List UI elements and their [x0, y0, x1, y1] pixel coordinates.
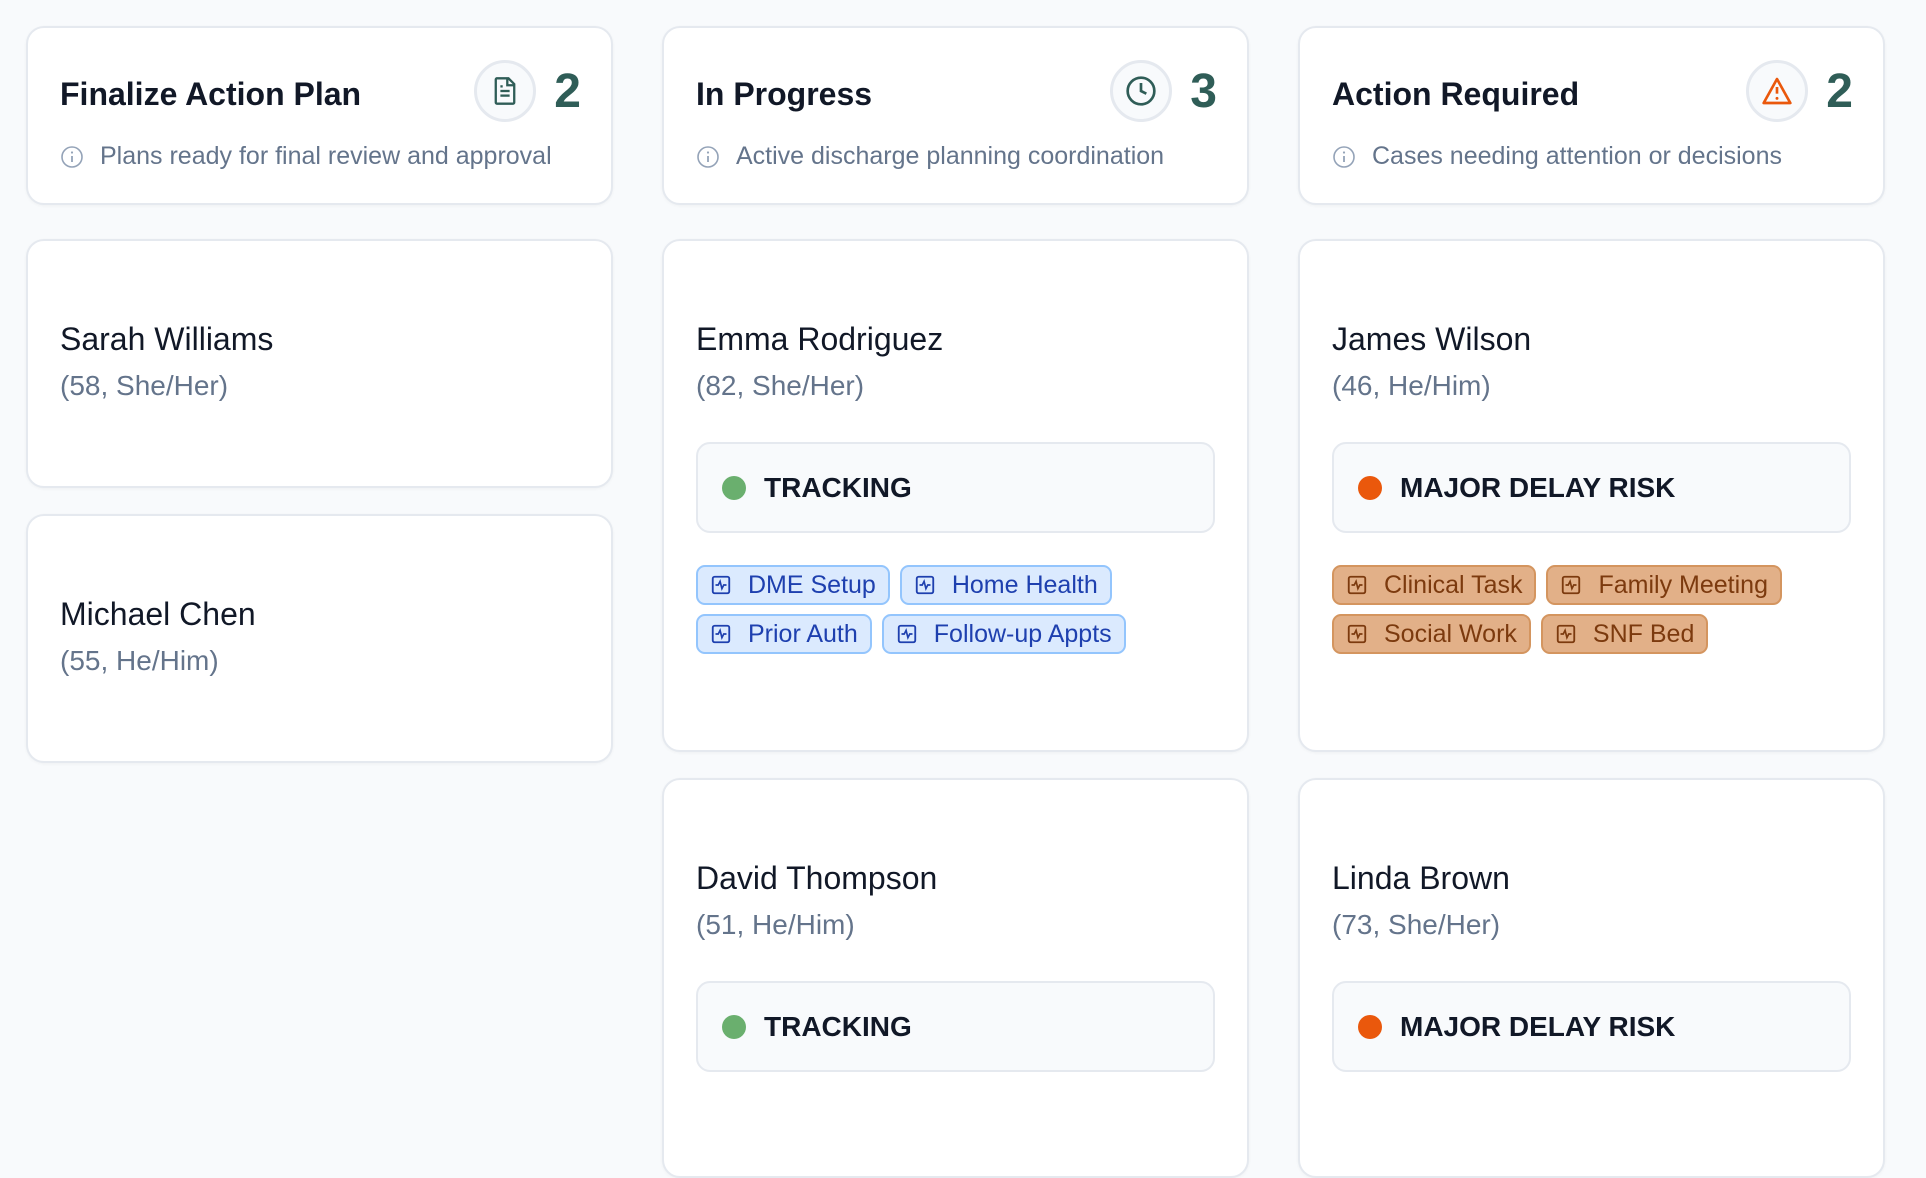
tag-label: Prior Auth: [748, 619, 858, 648]
tag-label: Home Health: [951, 570, 1098, 599]
activity-icon: [710, 574, 732, 596]
status-dot: [722, 1014, 746, 1039]
tag-label: SNF Bed: [1592, 619, 1695, 648]
activity-icon: [896, 623, 918, 645]
status-badge: TRACKING: [696, 442, 1215, 533]
column-finalize-action-plan: Finalize Action Plan 2 Plans ready for f…: [26, 26, 613, 763]
patient-name: James Wilson: [1332, 321, 1532, 357]
task-tag[interactable]: Prior Auth: [696, 614, 872, 654]
patient-name: David Thompson: [696, 860, 938, 896]
activity-icon: [1346, 623, 1368, 645]
patient-card[interactable]: David Thompson (51, He/Him) TRACKING: [662, 778, 1249, 1178]
info-icon: [60, 145, 84, 169]
status-label: TRACKING: [764, 1010, 912, 1042]
column-header-card: Action Required 2 Cases needing attentio…: [1298, 26, 1885, 205]
status-label: TRACKING: [764, 471, 912, 503]
patient-name: Emma Rodriguez: [696, 321, 944, 357]
patient-name: Sarah Williams: [60, 321, 274, 357]
status-dot: [1358, 1014, 1382, 1039]
patient-card[interactable]: Michael Chen (55, He/Him): [26, 514, 613, 763]
activity-icon: [1560, 574, 1582, 596]
column-header-card: In Progress 3 Active discharge planning …: [662, 26, 1249, 205]
column-count: 2: [1826, 64, 1853, 118]
tag-label: Clinical Task: [1384, 570, 1523, 599]
task-tag[interactable]: DME Setup: [696, 565, 890, 605]
task-tag[interactable]: Follow-up Appts: [881, 614, 1126, 654]
patient-age: (55, He/Him): [60, 645, 219, 676]
patient-card[interactable]: Emma Rodriguez (82, She/Her) TRACKING DM…: [662, 239, 1249, 752]
clock-icon: [1110, 60, 1173, 122]
patient-card[interactable]: James Wilson (46, He/Him) MAJOR DELAY RI…: [1298, 239, 1885, 752]
patient-card[interactable]: Linda Brown (73, She/Her) MAJOR DELAY RI…: [1298, 778, 1885, 1178]
task-tag[interactable]: SNF Bed: [1540, 614, 1709, 654]
status-badge: TRACKING: [696, 981, 1215, 1072]
tag-label: Follow-up Appts: [933, 619, 1112, 648]
column-subtitle: Active discharge planning coordination: [736, 142, 1165, 170]
patient-age: (51, He/Him): [696, 909, 855, 940]
patient-name: Linda Brown: [1332, 860, 1510, 896]
status-label: MAJOR DELAY RISK: [1400, 1010, 1676, 1042]
task-tag[interactable]: Social Work: [1332, 614, 1531, 654]
status-badge: MAJOR DELAY RISK: [1332, 981, 1851, 1072]
tag-label: DME Setup: [748, 570, 876, 599]
patient-age: (82, She/Her): [696, 370, 865, 401]
activity-icon: [1555, 623, 1577, 645]
task-tag[interactable]: Family Meeting: [1546, 565, 1782, 605]
document-icon: [474, 60, 537, 122]
status-badge: MAJOR DELAY RISK: [1332, 442, 1851, 533]
status-label: MAJOR DELAY RISK: [1400, 471, 1676, 503]
activity-icon: [1346, 574, 1368, 596]
patient-card[interactable]: Sarah Williams (58, She/Her): [26, 239, 613, 488]
column-count: 3: [1190, 64, 1217, 118]
column-subtitle: Plans ready for final review and approva…: [100, 142, 552, 170]
column-header-card: Finalize Action Plan 2 Plans ready for f…: [26, 26, 613, 205]
tag-label: Family Meeting: [1598, 570, 1768, 599]
column-title: Finalize Action Plan: [60, 76, 362, 112]
task-tag[interactable]: Home Health: [899, 565, 1112, 605]
status-dot: [1358, 475, 1382, 500]
column-subtitle: Cases needing attention or decisions: [1372, 142, 1782, 170]
info-icon: [1332, 145, 1356, 169]
task-tag[interactable]: Clinical Task: [1332, 565, 1537, 605]
column-title: In Progress: [696, 76, 873, 112]
warning-icon: [1746, 60, 1809, 122]
patient-age: (46, He/Him): [1332, 370, 1491, 401]
status-dot: [722, 475, 746, 500]
activity-icon: [914, 574, 936, 596]
patient-age: (73, She/Her): [1332, 909, 1501, 940]
column-count: 2: [554, 64, 581, 118]
patient-name: Michael Chen: [60, 596, 256, 632]
activity-icon: [710, 623, 732, 645]
info-icon: [696, 145, 720, 169]
tag-label: Social Work: [1384, 619, 1517, 648]
column-in-progress: In Progress 3 Active discharge planning …: [662, 26, 1249, 1178]
column-title: Action Required: [1332, 76, 1580, 112]
column-action-required: Action Required 2 Cases needing attentio…: [1298, 26, 1885, 1178]
patient-age: (58, She/Her): [60, 370, 229, 401]
